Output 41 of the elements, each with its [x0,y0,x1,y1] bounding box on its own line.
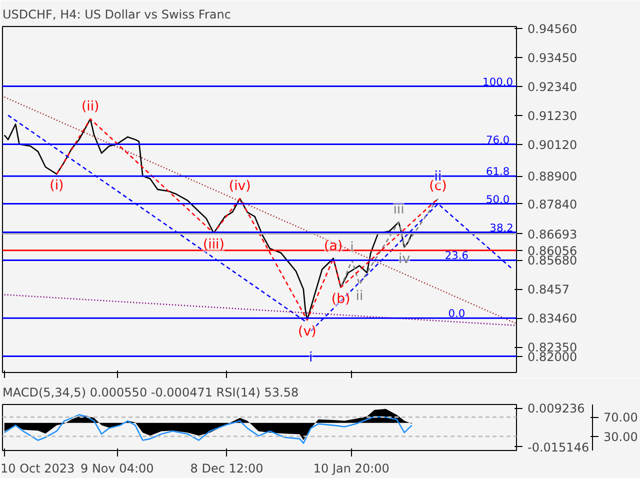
y-tick-label: 0.87840 [528,197,578,212]
y-tick-label: 0.85680 [528,254,578,268]
y2-tick-label: 30.00 [604,430,638,444]
annotation: (a) [324,238,343,254]
x-tick-label: 9 Nov 04:00 [80,462,154,476]
y-tick-label: 0.91230 [528,108,578,123]
y-tick-label: 0.8457 [528,282,570,297]
chart-title: USDCHF, H4: US Dollar vs Swiss Franc [2,8,231,22]
annotation: 76.0 [486,133,510,146]
annotation: (v) [298,324,316,340]
x-tick-label: 10 Oct 2023 [0,462,75,476]
y-tick-label: 0.92340 [528,80,578,94]
annotation: 0.0 [448,307,466,320]
x-tick-label: 8 Dec 12:00 [190,462,264,476]
y-tick-label: -0.015146 [528,440,590,454]
line-series [4,414,412,444]
annotation: (iii) [202,238,224,253]
chart-title: MACD(5,34,5) 0.000550 -0.000471 RSI(14) 53.58 [2,386,299,400]
y-tick-label: 0.83460 [528,312,578,326]
annotation: 61.8 [486,165,510,178]
x-tick-label: 10 Jan 20:00 [313,462,390,476]
annotation: 50.0 [486,192,510,206]
y2-tick-label: 70.00 [604,410,638,425]
annotation: (i) [50,178,64,194]
y-tick-label: 0.90120 [528,138,578,152]
annotation: i [309,350,313,366]
annotation: 23.6 [444,249,469,262]
annotation: iii [393,202,404,218]
annotation: (iv) [228,179,251,194]
annotation: (ii) [81,99,100,114]
annotation: i [350,240,354,256]
annotation: (b) [331,292,350,307]
annotation: 100.0 [482,75,514,88]
annotation: 38.2 [490,221,514,234]
y-tick-label: 0.94560 [528,22,578,36]
y-tick-label: 0.009236 [528,402,585,416]
annotation: ii [356,289,364,304]
y-tick-label: 0.86693 [528,227,578,242]
y-tick-label: 0.93450 [528,50,578,65]
y-tick-label: 0.88900 [528,170,578,184]
line-series [340,198,439,288]
